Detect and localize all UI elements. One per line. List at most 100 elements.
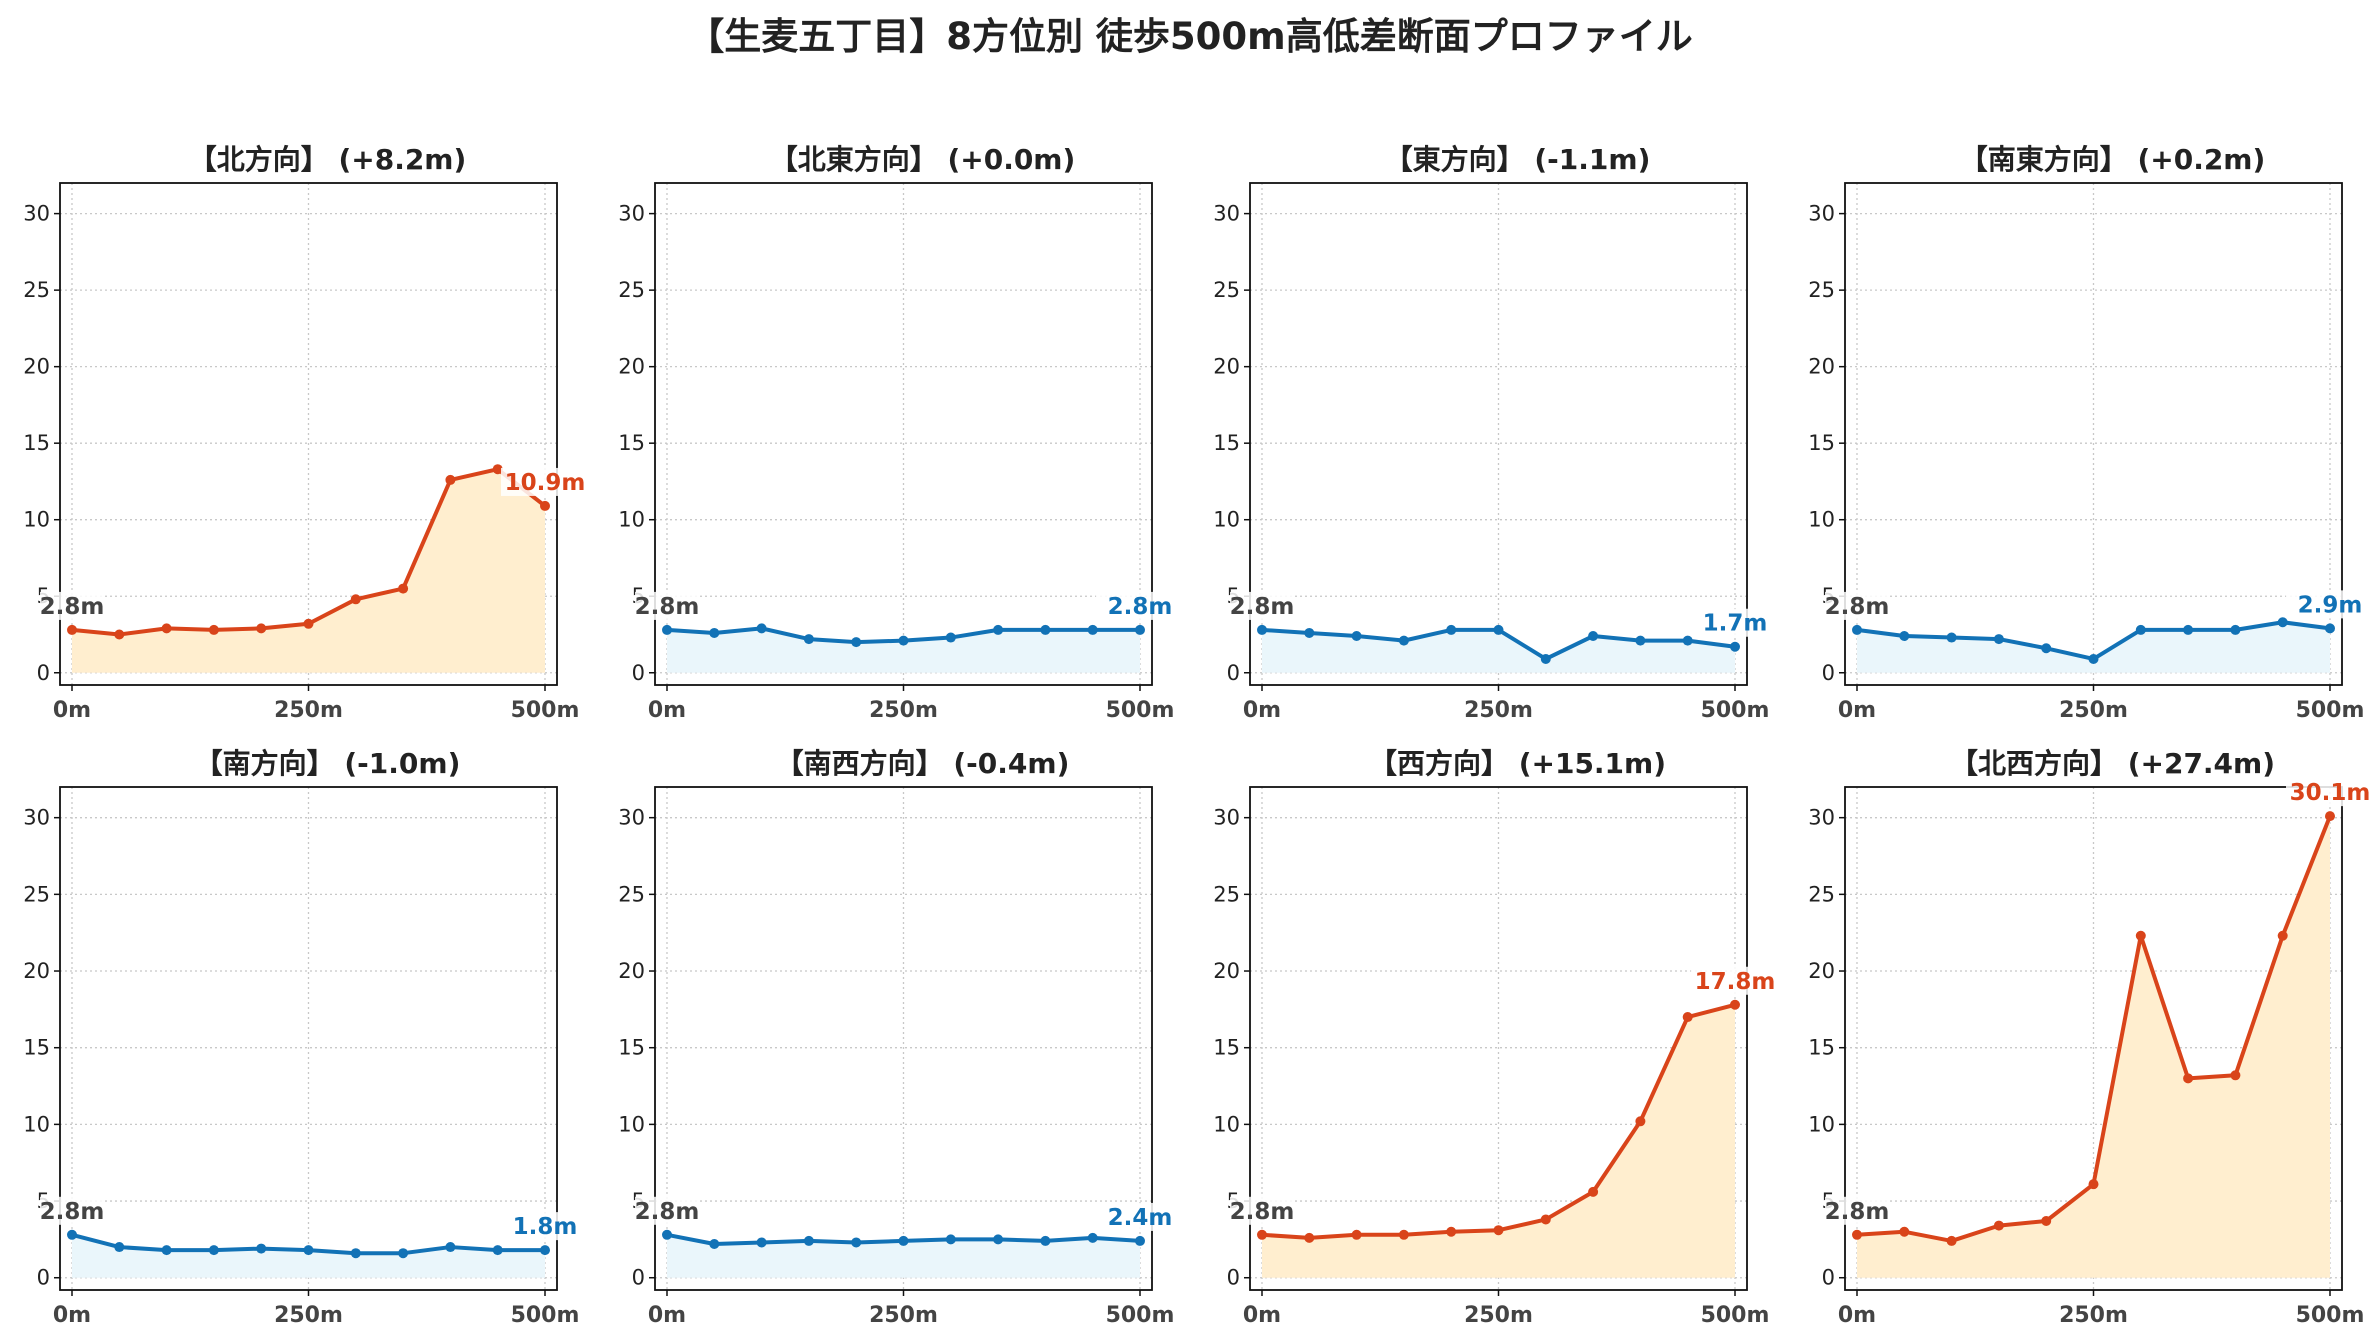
chart-panel-west: 【西方向】 (+15.1m) 0510152025300m250m500m2.8… <box>1190 670 1785 1340</box>
x-tick-label: 250m <box>1464 698 1533 723</box>
area-fill <box>1857 622 2330 673</box>
data-point <box>2041 643 2052 654</box>
y-tick-label: 15 <box>1213 431 1240 455</box>
chart-svg-east: 0510152025300m250m500m2.8m1.7m <box>1213 182 1773 723</box>
data-point <box>1493 1225 1504 1236</box>
data-point <box>350 1248 361 1259</box>
y-tick-label: 20 <box>618 959 645 983</box>
y-tick-label: 30 <box>618 202 645 226</box>
end-value-label: 10.9m <box>505 470 586 496</box>
data-point <box>398 1248 409 1259</box>
chart-svg-southeast: 0510152025300m250m500m2.8m2.9m <box>1808 182 2368 723</box>
start-value-label: 2.8m <box>1825 594 1890 620</box>
y-tick-label: 30 <box>1213 202 1240 226</box>
x-tick-label: 500m <box>2296 698 2365 723</box>
data-point <box>256 1243 267 1254</box>
start-value-label: 2.8m <box>40 594 105 620</box>
data-point <box>256 623 267 634</box>
x-tick-label: 250m <box>1464 1303 1533 1328</box>
y-tick-label: 30 <box>1808 202 1835 226</box>
panel-title: 【北方向】 (+8.2m) <box>188 143 467 176</box>
data-point <box>1682 635 1693 646</box>
start-label-bg <box>1230 591 1294 620</box>
end-label-bg <box>2286 778 2368 807</box>
x-tick-label: 0m <box>1838 698 1876 723</box>
end-value-label: 2.8m <box>1108 594 1173 620</box>
y-tick-label: 10 <box>618 508 645 532</box>
data-point <box>1257 1229 1267 1240</box>
x-tick-label: 0m <box>648 1303 686 1328</box>
x-tick-label: 500m <box>1701 698 1770 723</box>
data-point <box>2230 624 2241 635</box>
data-point <box>1540 653 1551 664</box>
y-tick-label: 20 <box>1213 959 1240 983</box>
data-point <box>492 464 503 475</box>
data-point <box>2325 811 2335 822</box>
data-point <box>945 632 956 643</box>
y-tick-label: 10 <box>1213 1112 1240 1136</box>
data-point <box>492 1245 503 1256</box>
y-tick-label: 30 <box>1213 806 1240 830</box>
area-fill <box>1262 629 1735 673</box>
chart-panel-north: 【北方向】 (+8.2m) 0510152025300m250m500m2.8m… <box>0 0 595 723</box>
chart-panel-south: 【南方向】 (-1.0m) 0510152025300m250m500m2.8m… <box>0 670 595 1340</box>
data-point <box>67 624 77 635</box>
x-tick-label: 500m <box>1106 1303 1175 1328</box>
data-point <box>1135 624 1145 635</box>
data-point <box>161 1245 172 1256</box>
y-tick-label: 25 <box>1808 882 1835 906</box>
data-point <box>945 1234 956 1245</box>
x-tick-label: 250m <box>274 698 343 723</box>
y-tick-label: 25 <box>618 278 645 302</box>
y-tick-label: 0 <box>1822 1266 1835 1290</box>
y-tick-label: 0 <box>1227 1266 1240 1290</box>
chart-panel-southeast: 【南東方向】 (+0.2m) 0510152025300m250m500m2.8… <box>1785 0 2380 723</box>
chart-panel-southwest: 【南西方向】 (-0.4m) 0510152025300m250m500m2.8… <box>595 670 1190 1340</box>
start-value-label: 2.8m <box>635 594 700 620</box>
data-point <box>208 624 219 635</box>
data-point <box>398 583 409 594</box>
end-value-label: 17.8m <box>1695 969 1776 995</box>
data-point <box>993 624 1004 635</box>
y-tick-label: 15 <box>618 431 645 455</box>
end-value-label: 2.9m <box>2298 592 2363 618</box>
data-point <box>1398 635 1409 646</box>
chart-panel-east: 【東方向】 (-1.1m) 0510152025300m250m500m2.8m… <box>1190 0 1785 723</box>
data-point <box>67 1229 77 1240</box>
data-point <box>803 1235 814 1246</box>
data-point <box>1398 1229 1409 1240</box>
data-point <box>1946 632 1957 643</box>
y-tick-label: 25 <box>1213 882 1240 906</box>
y-tick-label: 15 <box>1808 431 1835 455</box>
chart-svg-south: 0510152025300m250m500m2.8m1.8m <box>23 786 583 1328</box>
area-fill <box>1262 1004 1735 1278</box>
end-label-bg <box>1096 591 1178 620</box>
panel-title: 【西方向】 (+15.1m) <box>1368 747 1667 780</box>
data-point <box>1682 1012 1693 1023</box>
panel-title: 【南方向】 (-1.0m) <box>194 747 461 780</box>
y-tick-label: 0 <box>37 1266 50 1290</box>
start-value-label: 2.8m <box>1825 1199 1890 1225</box>
start-label-bg <box>635 591 699 620</box>
x-tick-label: 250m <box>2059 1303 2128 1328</box>
x-tick-label: 500m <box>511 698 580 723</box>
x-tick-label: 0m <box>1243 1303 1281 1328</box>
data-point <box>2230 1070 2241 1081</box>
x-tick-label: 250m <box>2059 698 2128 723</box>
end-label-bg <box>1691 608 1773 637</box>
data-point <box>540 1245 550 1256</box>
area-fill <box>667 628 1140 673</box>
data-point <box>1040 624 1051 635</box>
panel-title: 【北東方向】 (+0.0m) <box>769 143 1076 176</box>
data-point <box>2325 623 2335 634</box>
panel-title: 【北西方向】 (+27.4m) <box>1949 747 2276 780</box>
x-tick-label: 0m <box>1243 698 1281 723</box>
area-fill <box>1857 816 2330 1278</box>
y-tick-label: 30 <box>1808 806 1835 830</box>
data-point <box>803 634 814 645</box>
y-tick-label: 15 <box>618 1036 645 1060</box>
data-point <box>114 629 125 640</box>
y-tick-label: 20 <box>1213 355 1240 379</box>
data-point <box>851 1237 862 1248</box>
